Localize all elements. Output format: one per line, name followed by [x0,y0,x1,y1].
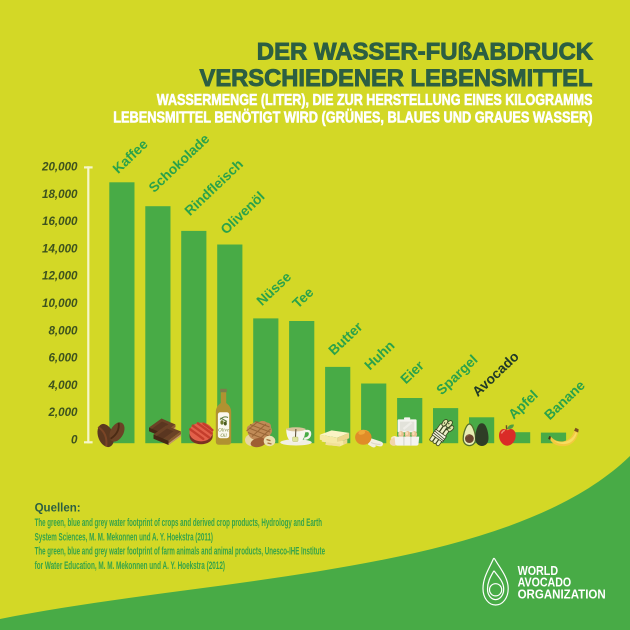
svg-text:16,000: 16,000 [42,215,78,228]
svg-text:14,000: 14,000 [42,242,78,255]
svg-text:Olive: Olive [218,429,230,434]
svg-text:0: 0 [71,434,78,447]
svg-text:WASSERMENGE (LITER), DIE ZUR H: WASSERMENGE (LITER), DIE ZUR HERSTELLUNG… [157,92,593,109]
svg-text:Quellen:: Quellen: [35,503,81,515]
svg-text:for Water Education, M. M. Mek: for Water Education, M. M. Mekonnen und … [35,560,226,572]
svg-text:The green, blue and grey water: The green, blue and grey water footprint… [35,546,325,558]
svg-text:System Sciences, M. M. Mekonne: System Sciences, M. M. Mekonnen und A. Y… [35,531,214,543]
svg-text:18,000: 18,000 [42,188,78,201]
svg-text:VERSCHIEDENER LEBENSMITTEL: VERSCHIEDENER LEBENSMITTEL [200,65,593,92]
svg-text:Oil: Oil [220,434,227,439]
svg-text:AVOCADO: AVOCADO [518,575,572,590]
svg-text:The green, blue and grey water: The green, blue and grey water footprint… [35,517,322,529]
svg-text:ORGANIZATION: ORGANIZATION [518,587,606,602]
svg-text:2,000: 2,000 [47,406,78,419]
svg-text:4,000: 4,000 [47,379,78,392]
svg-text:8,000: 8,000 [48,324,78,337]
svg-text:WORLD: WORLD [518,563,559,578]
svg-text:20,000: 20,000 [41,161,78,174]
svg-text:12,000: 12,000 [42,270,78,283]
svg-text:LEBENSMITTEL BENÖTIGT WIRD (GR: LEBENSMITTEL BENÖTIGT WIRD (GRÜNES, BLAU… [113,107,592,126]
svg-text:DER WASSER-FUßABDRUCK: DER WASSER-FUßABDRUCK [257,39,593,66]
svg-text:10,000: 10,000 [42,297,78,310]
svg-text:6,000: 6,000 [48,352,78,365]
